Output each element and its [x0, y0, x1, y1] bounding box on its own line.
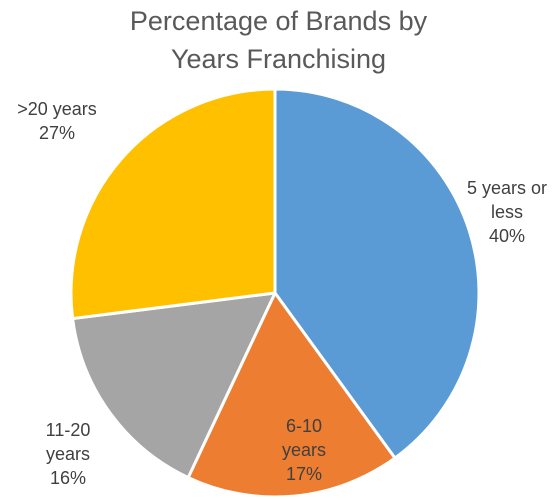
pie-slice-6-10-years	[186, 291, 397, 499]
slice-label-6-10-years-percent: 17%	[285, 464, 323, 484]
slice-label-5-years-or-less: 5 years or less 40%	[452, 176, 557, 248]
slice-label-11-20-years-line-1: 11-20	[45, 420, 91, 440]
slice-label-5-years-or-less-percent: 40%	[488, 226, 526, 246]
slice-label-over-20-years-line-1: >20 years	[17, 99, 97, 119]
slice-label-11-20-years-line-2: years	[45, 444, 90, 464]
pie-slice-over-20-years	[69, 87, 277, 321]
slice-label-5-years-or-less-line-1: 5 years or	[466, 178, 548, 198]
pie-slice-5-years-or-less	[273, 87, 481, 460]
chart-title-line-1: Percentage of Brands by	[129, 6, 428, 36]
chart-title-line-2: Years Franchising	[170, 44, 387, 74]
slice-label-11-20-years-percent: 16%	[49, 468, 87, 488]
slice-label-over-20-years-percent: 27%	[38, 123, 76, 143]
slice-label-5-years-or-less-line-2: less	[490, 202, 523, 222]
pie-slice-11-20-years	[71, 291, 277, 480]
slice-label-6-10-years: 6-10 years 17%	[266, 414, 342, 486]
slice-label-over-20-years: >20 years 27%	[6, 97, 108, 145]
chart-title: Percentage of Brands by Years Franchisin…	[0, 2, 557, 78]
slice-label-11-20-years: 11-20 years 16%	[30, 418, 106, 490]
slice-label-6-10-years-line-1: 6-10	[285, 416, 323, 436]
slice-label-6-10-years-line-2: years	[281, 440, 326, 460]
